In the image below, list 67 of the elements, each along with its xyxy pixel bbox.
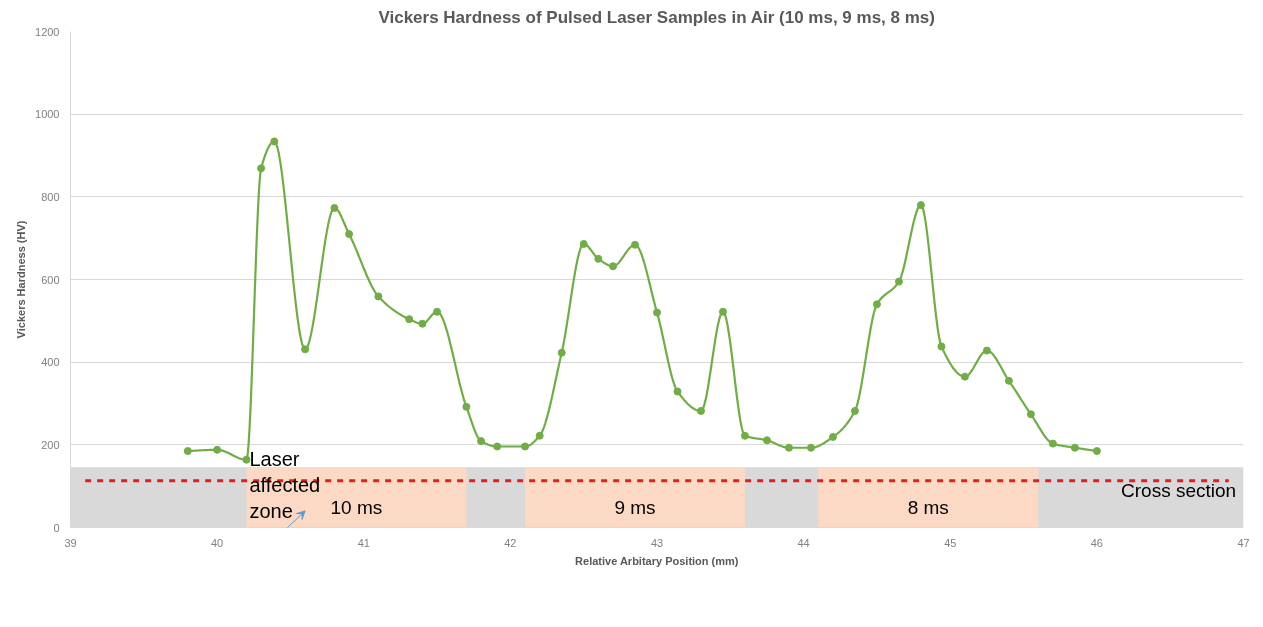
point <box>1048 439 1057 448</box>
point <box>609 262 618 271</box>
point <box>673 387 682 396</box>
point <box>594 254 603 263</box>
x-tick-label: 46 <box>1090 536 1104 549</box>
point <box>257 164 266 173</box>
chart-title: Vickers Hardness of Pulsed Laser Samples in Air (10 ms, 9 ms, 8 ms) <box>378 7 935 27</box>
point <box>806 443 815 452</box>
y-axis-title: Vickers Hardness (HV) <box>15 220 28 339</box>
x-tick-label: 41 <box>357 536 370 549</box>
y-tick-label: 800 <box>41 190 60 203</box>
y-tick-label: 400 <box>41 356 60 369</box>
point <box>213 445 222 454</box>
point <box>631 240 640 249</box>
point <box>301 345 310 354</box>
point <box>183 447 192 456</box>
band-label: 9 ms <box>614 497 656 519</box>
point <box>696 406 705 415</box>
point <box>345 230 354 239</box>
point <box>718 307 727 316</box>
point <box>762 436 771 445</box>
point <box>828 432 837 441</box>
x-tick-label: 44 <box>797 536 810 549</box>
point <box>982 346 991 355</box>
x-tick-label: 45 <box>944 536 957 549</box>
band-label: Cross section <box>1121 479 1237 501</box>
point <box>916 201 925 210</box>
point <box>1026 410 1035 419</box>
x-tick-label: 43 <box>650 536 664 549</box>
point <box>374 292 383 301</box>
point <box>521 442 530 451</box>
band-label: 10 ms <box>330 497 383 519</box>
y-tick-label: 1000 <box>35 108 60 121</box>
x-axis-title: Relative Arbitary Position (mm) <box>575 554 739 567</box>
y-tick-label: 200 <box>41 438 60 451</box>
point <box>477 437 486 446</box>
point <box>418 319 427 328</box>
point <box>1004 376 1013 385</box>
x-tick-label: 47 <box>1237 536 1250 549</box>
point <box>405 315 414 324</box>
y-tick-label: 1200 <box>35 25 60 38</box>
x-tick-label: 39 <box>64 536 77 549</box>
band-label: 8 ms <box>907 497 949 519</box>
x-tick-label: 42 <box>504 536 517 549</box>
point <box>1070 443 1079 452</box>
point <box>242 455 251 464</box>
point <box>270 137 279 146</box>
point <box>740 431 749 440</box>
point <box>1092 447 1101 456</box>
point <box>850 406 859 415</box>
x-tick-label: 40 <box>211 536 224 549</box>
point <box>653 308 661 317</box>
annotation: Laser affected zone <box>249 447 321 523</box>
point <box>462 402 471 411</box>
point <box>330 204 339 212</box>
point <box>579 239 588 248</box>
point <box>784 443 793 452</box>
point <box>557 348 566 357</box>
y-tick-label: 600 <box>41 273 60 286</box>
point <box>535 431 544 440</box>
point <box>960 372 969 381</box>
point <box>894 277 903 286</box>
point <box>872 300 881 309</box>
point <box>493 442 502 451</box>
point <box>937 342 946 351</box>
point <box>433 307 442 316</box>
y-tick-label: 0 <box>53 521 60 534</box>
